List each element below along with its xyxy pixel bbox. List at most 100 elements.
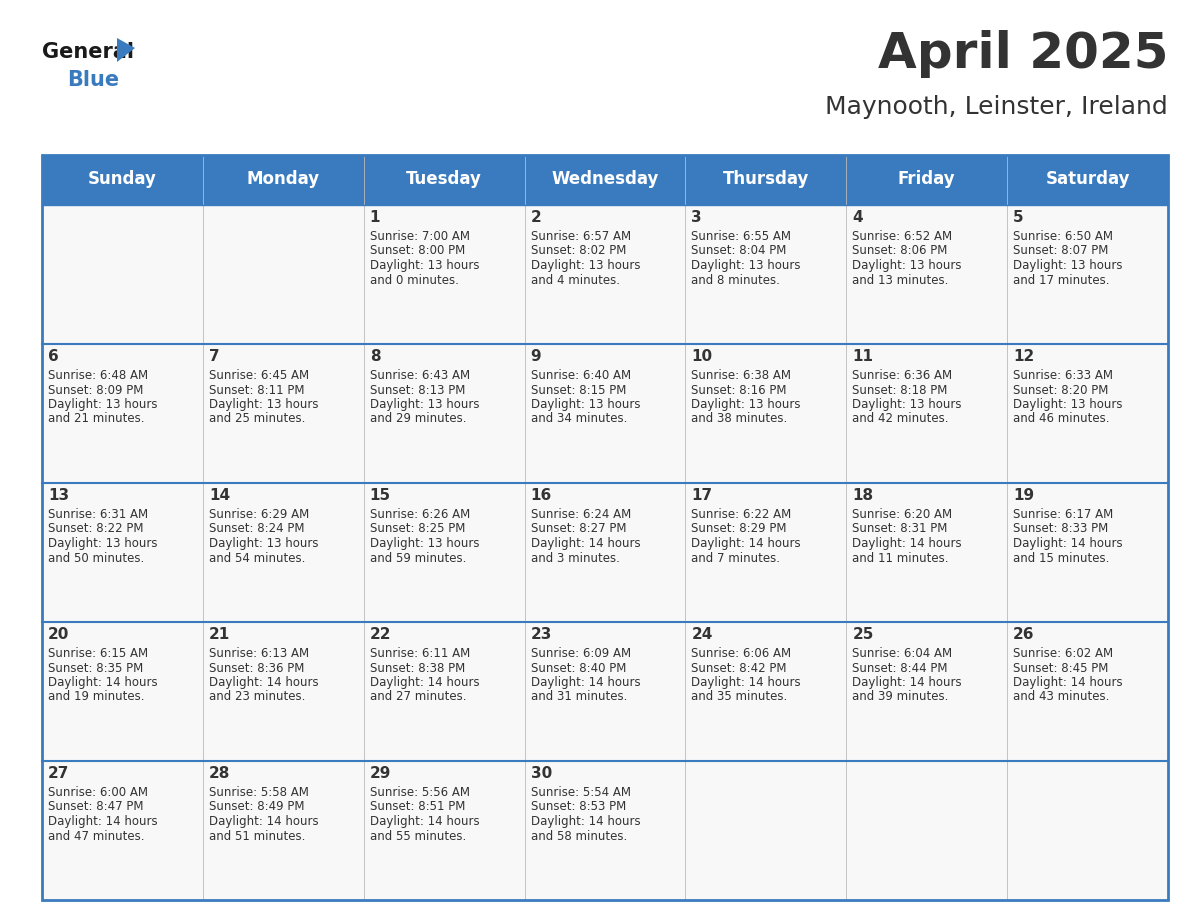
- Text: Daylight: 14 hours: Daylight: 14 hours: [369, 676, 479, 689]
- Bar: [846, 622, 1007, 761]
- Text: 7: 7: [209, 349, 220, 364]
- Text: Sunrise: 6:04 AM: Sunrise: 6:04 AM: [852, 647, 953, 660]
- Text: and 39 minutes.: and 39 minutes.: [852, 690, 949, 703]
- Text: and 51 minutes.: and 51 minutes.: [209, 830, 305, 843]
- Text: Sunset: 8:40 PM: Sunset: 8:40 PM: [531, 662, 626, 675]
- Text: Sunrise: 6:09 AM: Sunrise: 6:09 AM: [531, 647, 631, 660]
- Text: Sunrise: 6:38 AM: Sunrise: 6:38 AM: [691, 369, 791, 382]
- Text: Daylight: 13 hours: Daylight: 13 hours: [48, 537, 158, 550]
- Text: and 19 minutes.: and 19 minutes.: [48, 690, 145, 703]
- Text: General: General: [42, 42, 134, 62]
- Bar: [42, 155, 1168, 900]
- Text: and 8 minutes.: and 8 minutes.: [691, 274, 781, 286]
- Text: Sunrise: 6:24 AM: Sunrise: 6:24 AM: [531, 508, 631, 521]
- Bar: [525, 483, 685, 622]
- Text: Daylight: 14 hours: Daylight: 14 hours: [852, 676, 962, 689]
- Text: Sunrise: 6:00 AM: Sunrise: 6:00 AM: [48, 786, 148, 799]
- Bar: [685, 483, 846, 622]
- Text: Sunset: 8:42 PM: Sunset: 8:42 PM: [691, 662, 786, 675]
- Text: Sunrise: 6:40 AM: Sunrise: 6:40 AM: [531, 369, 631, 382]
- Text: Sunset: 8:22 PM: Sunset: 8:22 PM: [48, 522, 144, 535]
- Bar: [203, 205, 364, 344]
- Text: Daylight: 13 hours: Daylight: 13 hours: [691, 259, 801, 272]
- Text: Thursday: Thursday: [722, 170, 809, 188]
- Bar: [364, 483, 525, 622]
- Bar: [364, 344, 525, 483]
- Text: Maynooth, Leinster, Ireland: Maynooth, Leinster, Ireland: [826, 95, 1168, 119]
- Text: Sunset: 8:18 PM: Sunset: 8:18 PM: [852, 384, 948, 397]
- Text: Tuesday: Tuesday: [406, 170, 482, 188]
- Text: Sunset: 8:11 PM: Sunset: 8:11 PM: [209, 384, 304, 397]
- Text: and 13 minutes.: and 13 minutes.: [852, 274, 949, 286]
- Text: Daylight: 13 hours: Daylight: 13 hours: [369, 259, 479, 272]
- Text: Daylight: 13 hours: Daylight: 13 hours: [1013, 398, 1123, 411]
- Text: Sunrise: 6:29 AM: Sunrise: 6:29 AM: [209, 508, 309, 521]
- Text: 5: 5: [1013, 210, 1024, 225]
- Bar: [525, 622, 685, 761]
- Bar: [1007, 344, 1168, 483]
- Text: Sunset: 8:07 PM: Sunset: 8:07 PM: [1013, 244, 1108, 258]
- Bar: [846, 344, 1007, 483]
- Text: Sunset: 8:20 PM: Sunset: 8:20 PM: [1013, 384, 1108, 397]
- Text: 27: 27: [48, 766, 69, 781]
- Text: 29: 29: [369, 766, 391, 781]
- Text: 17: 17: [691, 488, 713, 503]
- Bar: [42, 155, 1168, 205]
- Text: Sunset: 8:44 PM: Sunset: 8:44 PM: [852, 662, 948, 675]
- Text: Sunday: Sunday: [88, 170, 157, 188]
- Text: 1: 1: [369, 210, 380, 225]
- Text: and 47 minutes.: and 47 minutes.: [48, 830, 145, 843]
- Text: 25: 25: [852, 627, 873, 642]
- Text: 28: 28: [209, 766, 230, 781]
- Bar: [364, 761, 525, 900]
- Text: Sunrise: 6:06 AM: Sunrise: 6:06 AM: [691, 647, 791, 660]
- Text: and 38 minutes.: and 38 minutes.: [691, 412, 788, 426]
- Text: Sunrise: 6:33 AM: Sunrise: 6:33 AM: [1013, 369, 1113, 382]
- Polygon shape: [116, 38, 135, 62]
- Text: Sunset: 8:53 PM: Sunset: 8:53 PM: [531, 800, 626, 813]
- Text: 15: 15: [369, 488, 391, 503]
- Text: Daylight: 14 hours: Daylight: 14 hours: [209, 676, 318, 689]
- Text: 23: 23: [531, 627, 552, 642]
- Text: 18: 18: [852, 488, 873, 503]
- Text: Sunset: 8:25 PM: Sunset: 8:25 PM: [369, 522, 465, 535]
- Text: Sunrise: 6:15 AM: Sunrise: 6:15 AM: [48, 647, 148, 660]
- Text: Daylight: 13 hours: Daylight: 13 hours: [369, 537, 479, 550]
- Text: 9: 9: [531, 349, 542, 364]
- Text: 12: 12: [1013, 349, 1035, 364]
- Text: Saturday: Saturday: [1045, 170, 1130, 188]
- Text: Sunset: 8:31 PM: Sunset: 8:31 PM: [852, 522, 948, 535]
- Text: 2: 2: [531, 210, 542, 225]
- Bar: [685, 344, 846, 483]
- Text: Sunset: 8:38 PM: Sunset: 8:38 PM: [369, 662, 465, 675]
- Bar: [203, 761, 364, 900]
- Text: 30: 30: [531, 766, 551, 781]
- Text: 21: 21: [209, 627, 230, 642]
- Text: 16: 16: [531, 488, 551, 503]
- Text: Daylight: 14 hours: Daylight: 14 hours: [1013, 676, 1123, 689]
- Bar: [203, 483, 364, 622]
- Text: and 31 minutes.: and 31 minutes.: [531, 690, 627, 703]
- Text: Blue: Blue: [67, 70, 119, 90]
- Text: and 59 minutes.: and 59 minutes.: [369, 552, 466, 565]
- Text: Daylight: 13 hours: Daylight: 13 hours: [531, 259, 640, 272]
- Text: and 0 minutes.: and 0 minutes.: [369, 274, 459, 286]
- Text: Monday: Monday: [247, 170, 320, 188]
- Text: Sunset: 8:29 PM: Sunset: 8:29 PM: [691, 522, 786, 535]
- Text: Sunset: 8:36 PM: Sunset: 8:36 PM: [209, 662, 304, 675]
- Text: Sunrise: 7:00 AM: Sunrise: 7:00 AM: [369, 230, 469, 243]
- Text: Sunrise: 6:45 AM: Sunrise: 6:45 AM: [209, 369, 309, 382]
- Text: Daylight: 14 hours: Daylight: 14 hours: [531, 815, 640, 828]
- Bar: [846, 761, 1007, 900]
- Text: Daylight: 13 hours: Daylight: 13 hours: [209, 537, 318, 550]
- Text: and 21 minutes.: and 21 minutes.: [48, 412, 145, 426]
- Text: Sunrise: 6:50 AM: Sunrise: 6:50 AM: [1013, 230, 1113, 243]
- Text: and 42 minutes.: and 42 minutes.: [852, 412, 949, 426]
- Text: Sunrise: 6:11 AM: Sunrise: 6:11 AM: [369, 647, 470, 660]
- Text: and 35 minutes.: and 35 minutes.: [691, 690, 788, 703]
- Bar: [42, 205, 203, 344]
- Text: Sunrise: 6:36 AM: Sunrise: 6:36 AM: [852, 369, 953, 382]
- Text: Sunrise: 6:48 AM: Sunrise: 6:48 AM: [48, 369, 148, 382]
- Text: and 7 minutes.: and 7 minutes.: [691, 552, 781, 565]
- Text: and 3 minutes.: and 3 minutes.: [531, 552, 619, 565]
